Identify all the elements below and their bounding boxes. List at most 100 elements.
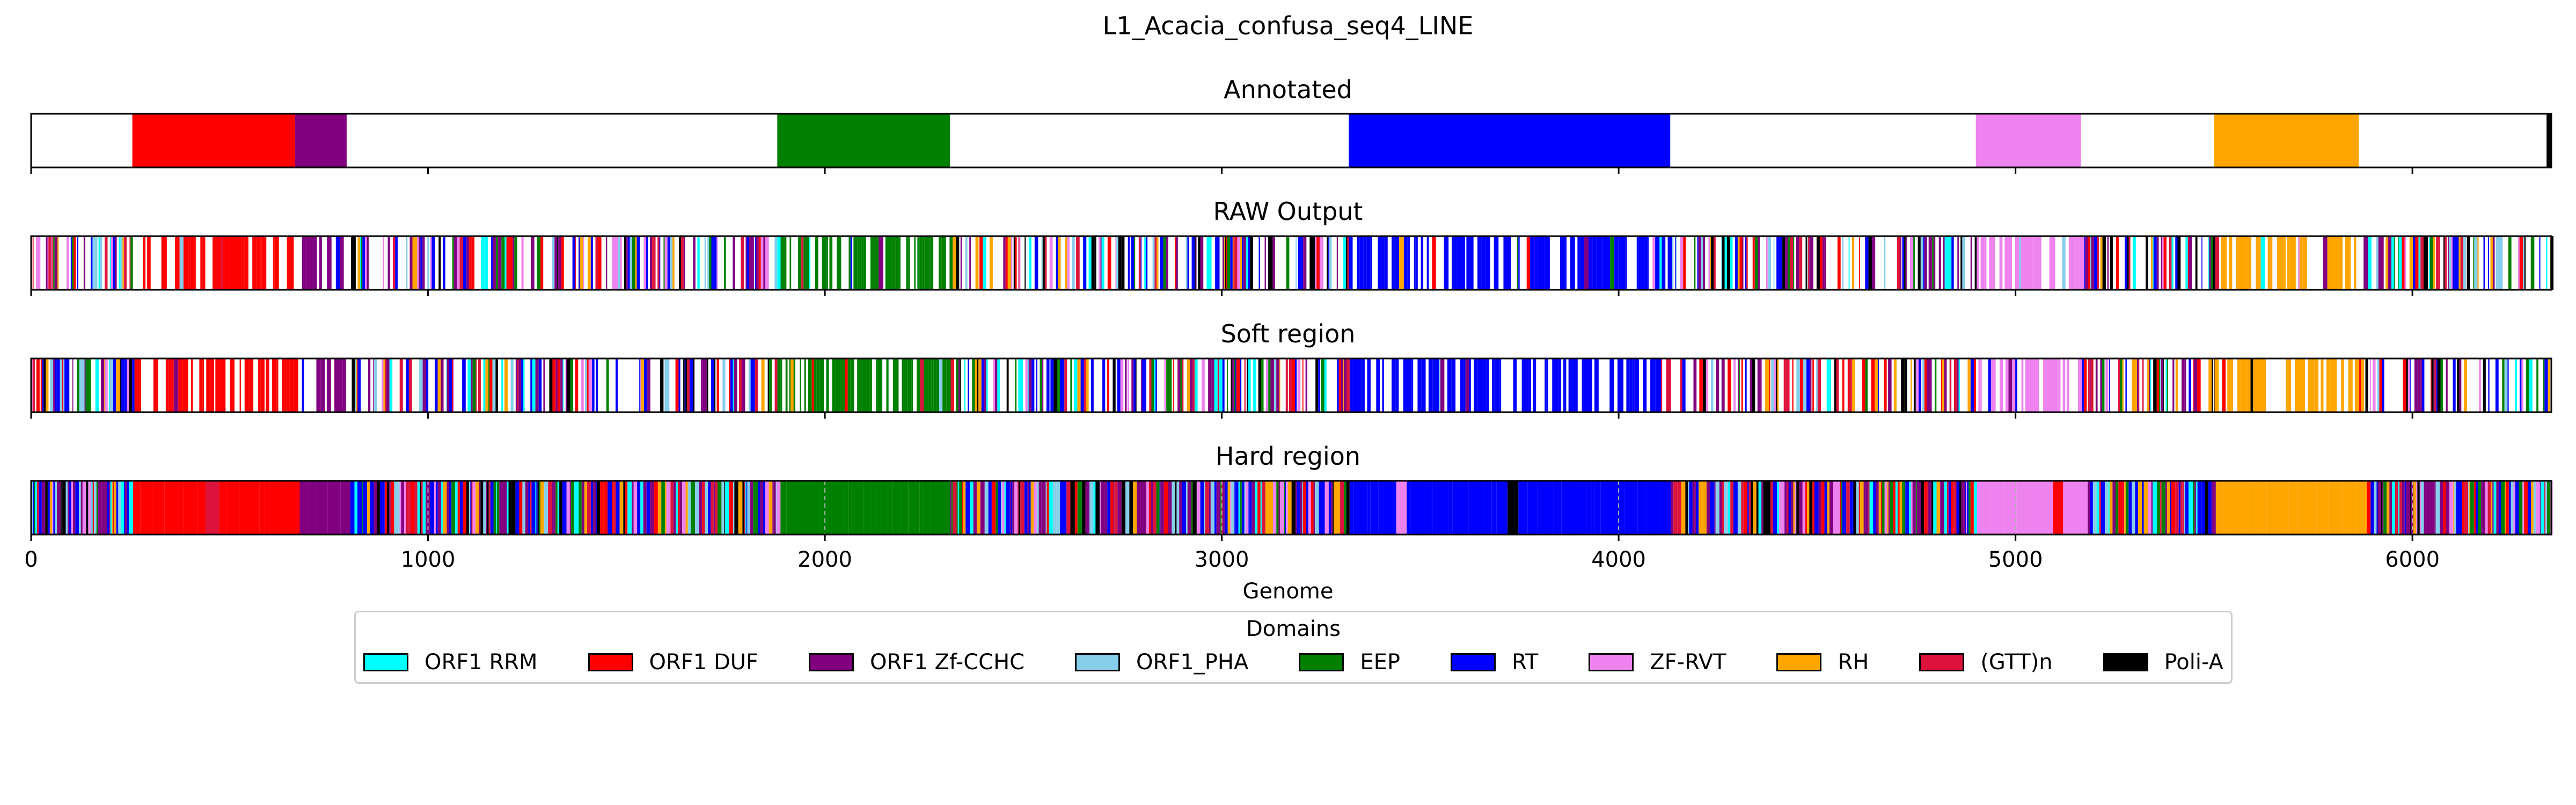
segment — [1777, 358, 1779, 412]
segment — [1119, 236, 1122, 290]
segment — [1865, 236, 1869, 290]
segment — [552, 481, 554, 535]
segment — [861, 236, 864, 290]
segment — [2258, 236, 2261, 290]
segment — [1121, 481, 1126, 535]
segment — [112, 481, 113, 535]
segment — [2365, 358, 2368, 412]
segment — [1159, 481, 1161, 535]
segment — [2328, 481, 2343, 535]
segment — [379, 481, 383, 535]
segment — [124, 358, 127, 412]
segment — [1606, 236, 1611, 290]
segment — [419, 358, 423, 412]
segment — [178, 358, 183, 412]
segment — [851, 481, 864, 535]
segment — [2426, 481, 2431, 535]
segment — [923, 481, 931, 535]
segment — [1444, 236, 1449, 290]
segment — [2398, 236, 2402, 290]
segment — [861, 358, 866, 412]
segment — [1733, 481, 1738, 535]
segment — [755, 236, 756, 290]
segment — [588, 358, 592, 412]
segment — [1951, 481, 1953, 535]
segment — [1265, 358, 1269, 412]
segment — [1116, 236, 1118, 290]
segment — [1046, 358, 1048, 412]
segment — [870, 236, 874, 290]
segment — [1121, 236, 1125, 290]
segment — [1276, 481, 1279, 535]
segment — [1747, 481, 1749, 535]
segment — [1303, 481, 1306, 535]
segment — [1411, 358, 1414, 412]
segment — [832, 358, 836, 412]
segment — [1893, 358, 1897, 412]
segment — [1594, 358, 1599, 412]
segment — [1452, 481, 1460, 535]
segment — [1302, 481, 1304, 535]
segment — [1289, 358, 1292, 412]
segment — [107, 481, 109, 535]
segment — [1849, 358, 1852, 412]
segment — [664, 358, 667, 412]
segment — [2180, 481, 2183, 535]
segment — [1482, 358, 1487, 412]
segment — [581, 481, 584, 535]
segment — [2382, 481, 2384, 535]
legend-swatch — [1589, 653, 1634, 671]
segment — [272, 358, 277, 412]
segment — [84, 358, 86, 412]
legend-entry--gtt-n: (GTT)n — [1919, 650, 2053, 675]
segment — [2361, 358, 2365, 412]
segment — [1722, 481, 1724, 535]
segment — [1426, 236, 1429, 290]
segment — [908, 236, 910, 290]
segment — [1851, 236, 1855, 290]
segment — [447, 481, 449, 535]
segment — [1936, 481, 1941, 535]
segment — [1809, 236, 1811, 290]
segment — [826, 358, 829, 412]
segment — [320, 358, 323, 412]
segment — [1340, 358, 1341, 412]
segment — [367, 481, 370, 535]
segment — [89, 481, 92, 535]
segment — [2189, 236, 2192, 290]
segment — [1481, 236, 1483, 290]
segment — [1666, 358, 1671, 412]
segment — [116, 358, 118, 412]
segment — [1182, 358, 1184, 412]
segment — [600, 481, 604, 535]
segment — [876, 358, 878, 412]
segment — [531, 236, 535, 290]
segment — [815, 236, 818, 290]
segment — [707, 236, 709, 290]
segment — [2541, 481, 2545, 535]
segment — [1609, 358, 1614, 412]
segment — [946, 358, 951, 412]
segment — [1865, 358, 1868, 412]
segment — [2513, 481, 2515, 535]
segment — [2088, 236, 2090, 290]
segment — [2221, 236, 2223, 290]
segment — [1956, 481, 1960, 535]
segment — [73, 481, 76, 535]
segment — [713, 481, 715, 535]
segment — [734, 481, 738, 535]
segment — [1591, 481, 1595, 535]
segment — [772, 481, 774, 535]
segment — [1206, 236, 1209, 290]
segment — [1219, 358, 1223, 412]
segment — [53, 481, 55, 535]
segment — [54, 236, 58, 290]
segment — [1315, 481, 1319, 535]
segment — [252, 236, 257, 290]
legend-entry-rt: RT — [1450, 650, 1538, 675]
segment — [88, 481, 90, 535]
segment — [1659, 236, 1662, 290]
segment — [2436, 358, 2438, 412]
legend-entry-rh: RH — [1776, 650, 1869, 675]
segment — [2474, 236, 2478, 290]
